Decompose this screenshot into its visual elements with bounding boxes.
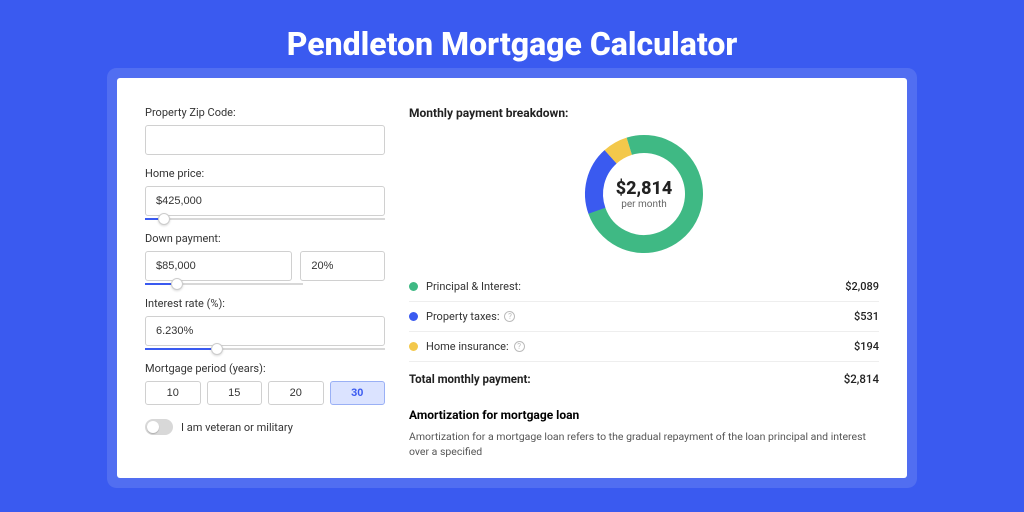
period-label: Mortgage period (years): bbox=[145, 362, 385, 375]
inputs-column: Property Zip Code: Home price: Down paym… bbox=[145, 106, 385, 478]
period-options: 10152030 bbox=[145, 381, 385, 405]
interest-rate-slider-thumb[interactable] bbox=[211, 343, 223, 355]
period-option-20[interactable]: 20 bbox=[268, 381, 324, 405]
interest-rate-slider-fill bbox=[145, 348, 217, 350]
interest-rate-label: Interest rate (%): bbox=[145, 297, 385, 310]
down-payment-group: Down payment: bbox=[145, 232, 385, 285]
down-payment-slider[interactable] bbox=[145, 283, 303, 285]
home-price-input[interactable] bbox=[145, 186, 385, 216]
info-icon[interactable]: ? bbox=[514, 341, 525, 352]
page-title: Pendleton Mortgage Calculator bbox=[0, 0, 1024, 78]
breakdown-title: Monthly payment breakdown: bbox=[409, 106, 879, 120]
donut-wrap: $2,814 per month bbox=[409, 130, 879, 258]
donut-center: $2,814 per month bbox=[580, 130, 708, 258]
legend-value: $531 bbox=[854, 310, 879, 323]
legend-row: Home insurance:?$194 bbox=[409, 332, 879, 361]
legend-dot bbox=[409, 342, 418, 351]
interest-rate-input[interactable] bbox=[145, 316, 385, 346]
down-payment-amount-input[interactable] bbox=[145, 251, 292, 281]
legend-value: $194 bbox=[854, 340, 879, 353]
home-price-slider-thumb[interactable] bbox=[158, 213, 170, 225]
total-row: Total monthly payment: $2,814 bbox=[409, 361, 879, 400]
donut-sub: per month bbox=[621, 199, 667, 210]
donut-chart: $2,814 per month bbox=[580, 130, 708, 258]
period-option-15[interactable]: 15 bbox=[207, 381, 263, 405]
legend-dot bbox=[409, 282, 418, 291]
home-price-label: Home price: bbox=[145, 167, 385, 180]
legend-value: $2,089 bbox=[845, 280, 879, 293]
zip-input[interactable] bbox=[145, 125, 385, 155]
legend-label: Property taxes:? bbox=[426, 310, 854, 323]
veteran-label: I am veteran or military bbox=[181, 421, 293, 434]
amortization-text: Amortization for a mortgage loan refers … bbox=[409, 430, 879, 459]
down-payment-label: Down payment: bbox=[145, 232, 385, 245]
legend-dot bbox=[409, 312, 418, 321]
info-icon[interactable]: ? bbox=[504, 311, 515, 322]
veteran-row: I am veteran or military bbox=[145, 419, 385, 435]
legend-label: Principal & Interest: bbox=[426, 280, 845, 293]
down-payment-percent-input[interactable] bbox=[300, 251, 385, 281]
donut-amount: $2,814 bbox=[616, 178, 673, 199]
breakdown-column: Monthly payment breakdown: $2,814 per mo… bbox=[409, 106, 879, 478]
zip-label: Property Zip Code: bbox=[145, 106, 385, 119]
period-option-30[interactable]: 30 bbox=[330, 381, 386, 405]
amortization-title: Amortization for mortgage loan bbox=[409, 408, 879, 422]
home-price-group: Home price: bbox=[145, 167, 385, 220]
calculator-card: Property Zip Code: Home price: Down paym… bbox=[117, 78, 907, 478]
period-group: Mortgage period (years): 10152030 bbox=[145, 362, 385, 405]
interest-rate-group: Interest rate (%): bbox=[145, 297, 385, 350]
down-payment-slider-thumb[interactable] bbox=[171, 278, 183, 290]
period-option-10[interactable]: 10 bbox=[145, 381, 201, 405]
home-price-slider[interactable] bbox=[145, 218, 385, 220]
legend-label: Home insurance:? bbox=[426, 340, 854, 353]
total-value: $2,814 bbox=[844, 372, 879, 386]
legend-row: Property taxes:?$531 bbox=[409, 302, 879, 332]
interest-rate-slider[interactable] bbox=[145, 348, 385, 350]
total-label: Total monthly payment: bbox=[409, 372, 844, 386]
legend-row: Principal & Interest:$2,089 bbox=[409, 272, 879, 302]
zip-field-group: Property Zip Code: bbox=[145, 106, 385, 155]
veteran-toggle[interactable] bbox=[145, 419, 173, 435]
